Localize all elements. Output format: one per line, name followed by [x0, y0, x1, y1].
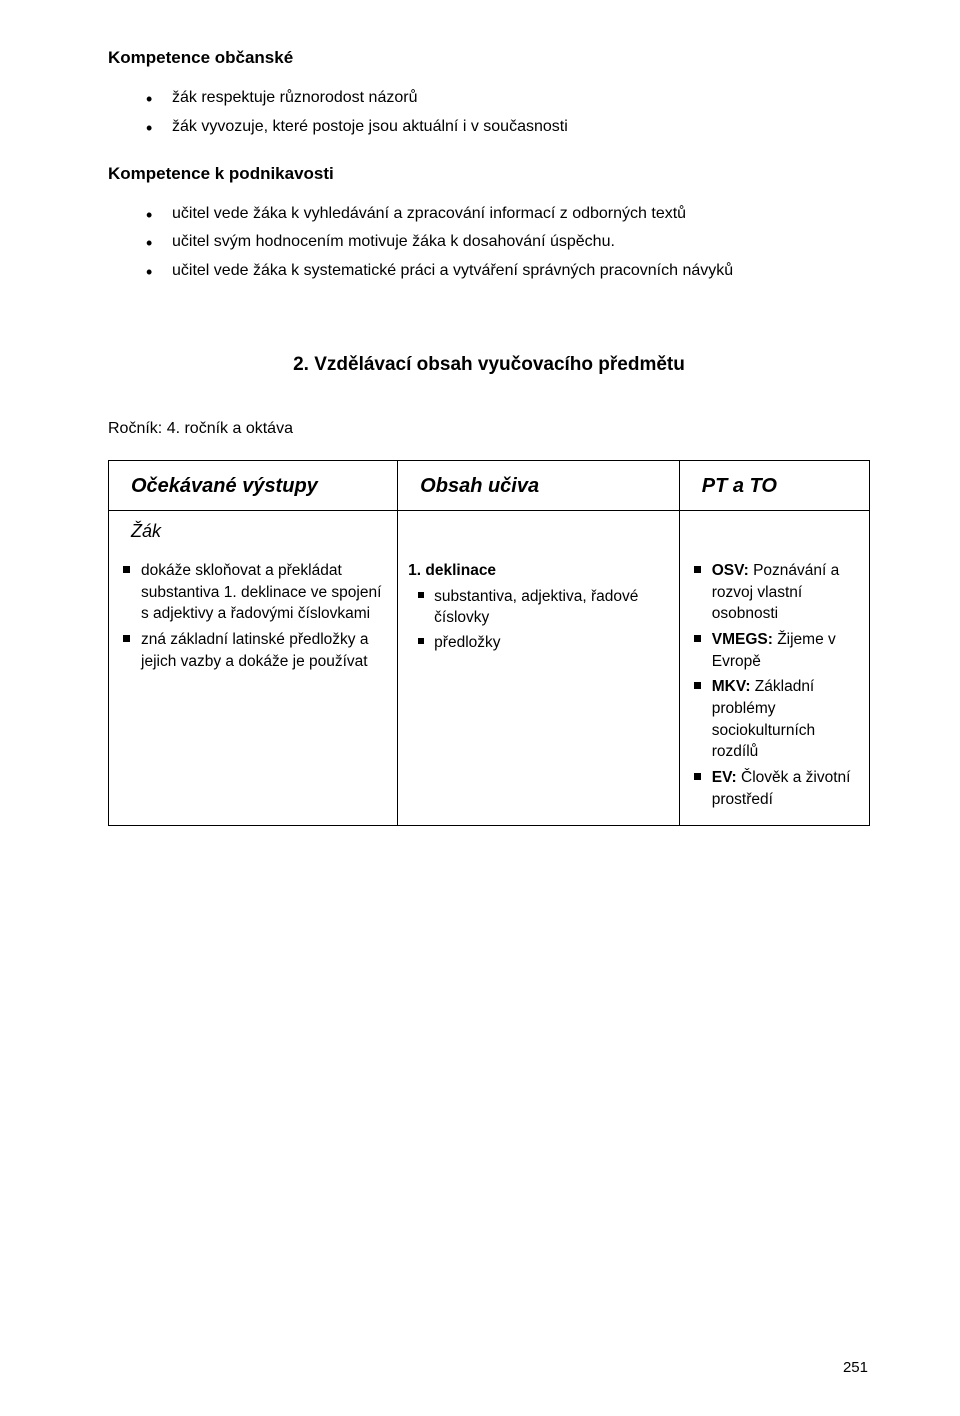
header-ocekavane-vystupy: Očekávané výstupy	[109, 460, 398, 510]
list-item: dokáže skloňovat a překládat substantiva…	[123, 560, 387, 625]
page-number: 251	[843, 1359, 868, 1376]
heading-kompetence-podnikavosti: Kompetence k podnikavosti	[108, 164, 870, 184]
cell-content: 1. deklinace substantiva, adjektiva, řad…	[398, 552, 680, 825]
list-item: VMEGS: Žijeme v Evropě	[694, 629, 859, 672]
content-topic-title: 1. deklinace	[408, 560, 669, 582]
list-item: EV: Člověk a životní prostředí	[694, 767, 859, 810]
pt-list: OSV: Poznávání a rozvoj vlastní osobnost…	[690, 560, 859, 811]
list-item: předložky	[418, 632, 669, 654]
list-item: zná základní latinské předložky a jejich…	[123, 629, 387, 672]
list-item: substantiva, adjektiva, řadové číslovky	[418, 586, 669, 629]
outputs-list: dokáže skloňovat a překládat substantiva…	[119, 560, 387, 672]
header-pt-to: PT a TO	[679, 460, 869, 510]
table-body-row: dokáže skloňovat a překládat substantiva…	[109, 552, 870, 825]
bullet-item: učitel vede žáka k systematické práci a …	[146, 259, 870, 284]
bullet-item: učitel svým hodnocením motivuje žáka k d…	[146, 230, 870, 255]
zak-label: Žák	[109, 510, 398, 552]
cell-outputs: dokáže skloňovat a překládat substantiva…	[109, 552, 398, 825]
table-header-row: Očekávané výstupy Obsah učiva PT a TO	[109, 460, 870, 510]
rocnik-label: Ročník: 4. ročník a oktáva	[108, 420, 870, 438]
bullet-item: žák vyvozuje, které postoje jsou aktuáln…	[146, 115, 870, 140]
cell-pt: OSV: Poznávání a rozvoj vlastní osobnost…	[679, 552, 869, 825]
document-page: Kompetence občanské žák respektuje různo…	[0, 0, 960, 1416]
table-zak-row: Žák	[109, 510, 870, 552]
bullets-obcanske: žák respektuje různorodost názorů žák vy…	[108, 86, 870, 140]
curriculum-table: Očekávané výstupy Obsah učiva PT a TO Žá…	[108, 460, 870, 826]
list-item: MKV: Základní problémy sociokultur­ních …	[694, 676, 859, 763]
empty-cell	[398, 510, 680, 552]
pt-bold: EV:	[712, 769, 737, 786]
header-obsah-uciva: Obsah učiva	[398, 460, 680, 510]
heading-kompetence-obcanske: Kompetence občanské	[108, 48, 870, 68]
bullet-item: žák respektuje různorodost názorů	[146, 86, 870, 111]
pt-bold: OSV:	[712, 562, 749, 579]
section-title: 2. Vzdělávací obsah vyučovacího předmětu	[108, 354, 870, 376]
content-sublist: substantiva, adjektiva, řadové číslovky …	[408, 586, 669, 654]
pt-bold: VMEGS:	[712, 631, 773, 648]
bullets-podnikavosti: učitel vede žáka k vyhledávání a zpracov…	[108, 202, 870, 284]
list-item: OSV: Poznávání a rozvoj vlastní osobnost…	[694, 560, 859, 625]
empty-cell	[679, 510, 869, 552]
pt-bold: MKV:	[712, 678, 751, 695]
bullet-item: učitel vede žáka k vyhledávání a zpracov…	[146, 202, 870, 227]
